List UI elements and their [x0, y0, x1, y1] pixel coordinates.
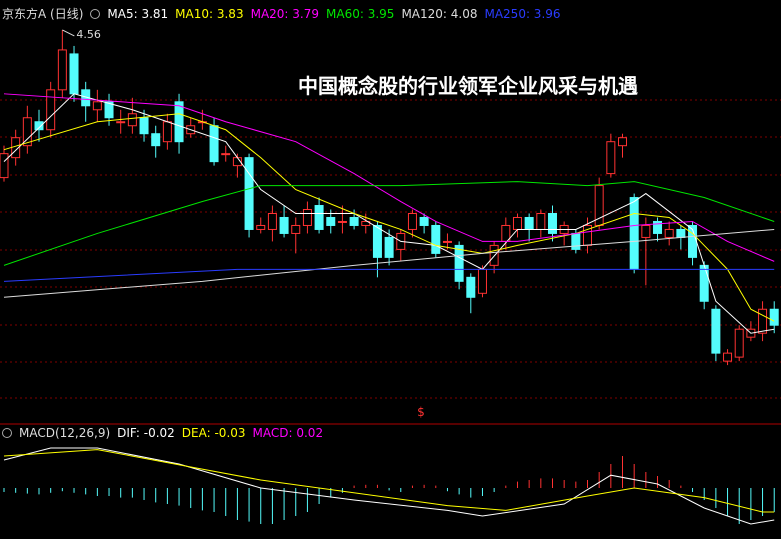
candle-body [419, 216, 429, 226]
candle-body [676, 228, 686, 238]
candle-body [536, 213, 546, 230]
candle-body [326, 216, 336, 226]
chart-title: 京东方A (日线) [2, 7, 84, 21]
candle-body [0, 153, 9, 179]
legend-entry: MACD: 0.02 [252, 426, 324, 440]
candle-body [699, 264, 709, 302]
candle-body [477, 268, 487, 294]
candle-body [454, 244, 464, 282]
candle-body [69, 53, 79, 95]
candle-body [618, 137, 628, 147]
candle-body [524, 216, 534, 230]
legend-entry: DEA: -0.03 [181, 426, 246, 440]
headline: 中国概念股的行业领军企业风采与机遇 [298, 74, 638, 98]
high-pointer [62, 29, 75, 37]
price-legend: 京东方A (日线) MA5: 3.81 MA10: 3.83 MA20: 3.79 M… [2, 5, 561, 22]
legend-entry: DIF: -0.02 [117, 426, 175, 440]
candle-body [127, 113, 137, 127]
macd-bars [3, 456, 775, 524]
legend-entry: MA60: 3.95 [326, 6, 395, 21]
candle-body [34, 121, 44, 131]
legend-entry: MA5: 3.81 [107, 6, 169, 21]
candle-body [384, 236, 394, 258]
candle-body [57, 49, 67, 91]
ma-line [3, 228, 775, 298]
candle-body [431, 224, 441, 254]
candle-body [711, 308, 721, 354]
candle-body [466, 276, 476, 298]
legend-entry: MA10: 3.83 [175, 6, 244, 21]
candle-body [442, 240, 452, 243]
legend-entry: MA20: 3.79 [250, 6, 320, 21]
candle-body [139, 117, 149, 135]
candle-body [46, 89, 56, 131]
candle-body [606, 141, 616, 175]
ma-line [3, 181, 775, 266]
candle-body [734, 328, 744, 358]
candle-body [22, 117, 32, 147]
ma-line [3, 113, 775, 322]
ma-line [3, 268, 775, 282]
candle-body [267, 213, 277, 230]
candle-body [664, 228, 674, 238]
candle-body [337, 220, 347, 223]
candle-body [116, 121, 126, 124]
macd-title: MACD(12,26,9) [19, 426, 111, 440]
candle-body [349, 216, 359, 226]
candle-body [641, 224, 651, 238]
high-label: 4.56 [76, 28, 101, 41]
candle-body [174, 101, 184, 143]
ma-line [3, 93, 775, 262]
marker: $ [417, 405, 425, 419]
candle-body [256, 224, 266, 230]
candle-body [769, 308, 779, 326]
candle-body [291, 224, 301, 234]
candle-body [407, 213, 417, 230]
candle-body [92, 101, 102, 111]
candle-body [723, 352, 733, 362]
candle-body [372, 224, 382, 258]
candle-body [758, 308, 768, 334]
legend-entry: MA250: 3.96 [484, 6, 561, 21]
candle-body [209, 125, 219, 163]
candle-body [653, 220, 663, 234]
candle-body [512, 216, 522, 230]
candle-body [314, 205, 324, 230]
ma-line [3, 449, 775, 513]
candle-body [104, 101, 114, 119]
candle-body [279, 216, 289, 234]
candle-body [571, 232, 581, 250]
macd-legend: MACD(12,26,9) DIF: -0.02 DEA: -0.03 MACD: … [2, 426, 323, 440]
candle-body [629, 197, 639, 270]
candle-body [244, 157, 254, 230]
legend-icon[interactable] [2, 428, 12, 438]
candle-body [151, 133, 161, 147]
candle-body [221, 153, 231, 156]
ma-line [3, 93, 775, 334]
legend-icon[interactable] [90, 8, 101, 19]
candle-body [162, 121, 172, 143]
ma-line [3, 447, 775, 525]
candle-body [547, 213, 557, 234]
candle-body [361, 220, 371, 226]
legend-entry: MA120: 4.08 [401, 6, 478, 21]
candle-body [302, 209, 312, 226]
